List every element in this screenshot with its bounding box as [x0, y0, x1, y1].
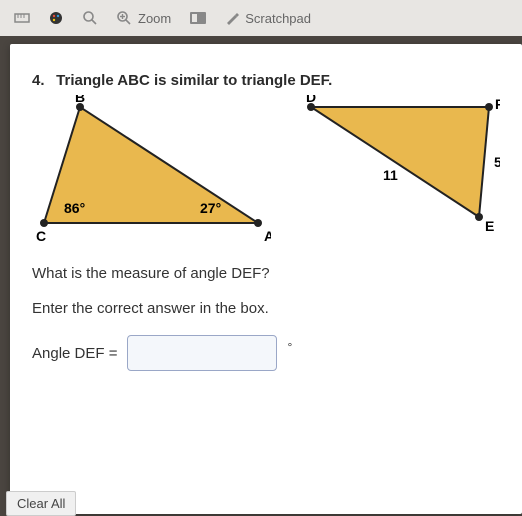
triangle-abc: B C A 86° 27° — [32, 95, 271, 253]
vertex-e-label: E — [485, 218, 494, 234]
triangle-def: D F E 11 5 — [299, 95, 500, 253]
toolbar: Zoom Scratchpad — [0, 0, 522, 36]
zoom-in-icon[interactable]: Zoom — [116, 10, 171, 26]
zoom-label: Zoom — [138, 11, 171, 26]
diagrams-row: B C A 86° 27° D F E 11 5 — [32, 95, 500, 253]
angle-a-value: 27° — [200, 200, 221, 216]
answer-label: Angle DEF = — [32, 345, 117, 362]
instruction-text: Enter the correct answer in the box. — [32, 300, 500, 317]
palette-icon[interactable] — [48, 10, 64, 26]
question-text: Triangle ABC is similar to triangle DEF. — [56, 72, 332, 89]
prompt-text: What is the measure of angle DEF? — [32, 265, 500, 282]
angle-c-value: 86° — [64, 200, 85, 216]
side-de-label: 11 — [383, 167, 398, 183]
vertex-b-label: B — [75, 95, 85, 105]
vertex-c-label: C — [36, 228, 46, 244]
answer-row: Angle DEF = ° — [32, 335, 500, 371]
side-fe-label: 5 — [494, 154, 500, 170]
degree-symbol: ° — [287, 340, 292, 354]
reader-icon[interactable] — [189, 11, 207, 25]
question-page: 4. Triangle ABC is similar to triangle D… — [10, 44, 522, 514]
scratchpad-button[interactable]: Scratchpad — [225, 11, 311, 26]
answer-input[interactable] — [127, 335, 277, 371]
question-number: 4. — [32, 72, 52, 89]
scratchpad-label: Scratchpad — [245, 11, 311, 26]
vertex-d-label: D — [306, 95, 316, 105]
vertex-a-label: A — [264, 228, 271, 244]
vertex-f-label: F — [495, 96, 500, 112]
ruler-icon[interactable] — [14, 10, 30, 26]
zoom-out-icon[interactable] — [82, 10, 98, 26]
question-line: 4. Triangle ABC is similar to triangle D… — [32, 72, 500, 89]
clear-all-button[interactable]: Clear All — [6, 491, 76, 516]
